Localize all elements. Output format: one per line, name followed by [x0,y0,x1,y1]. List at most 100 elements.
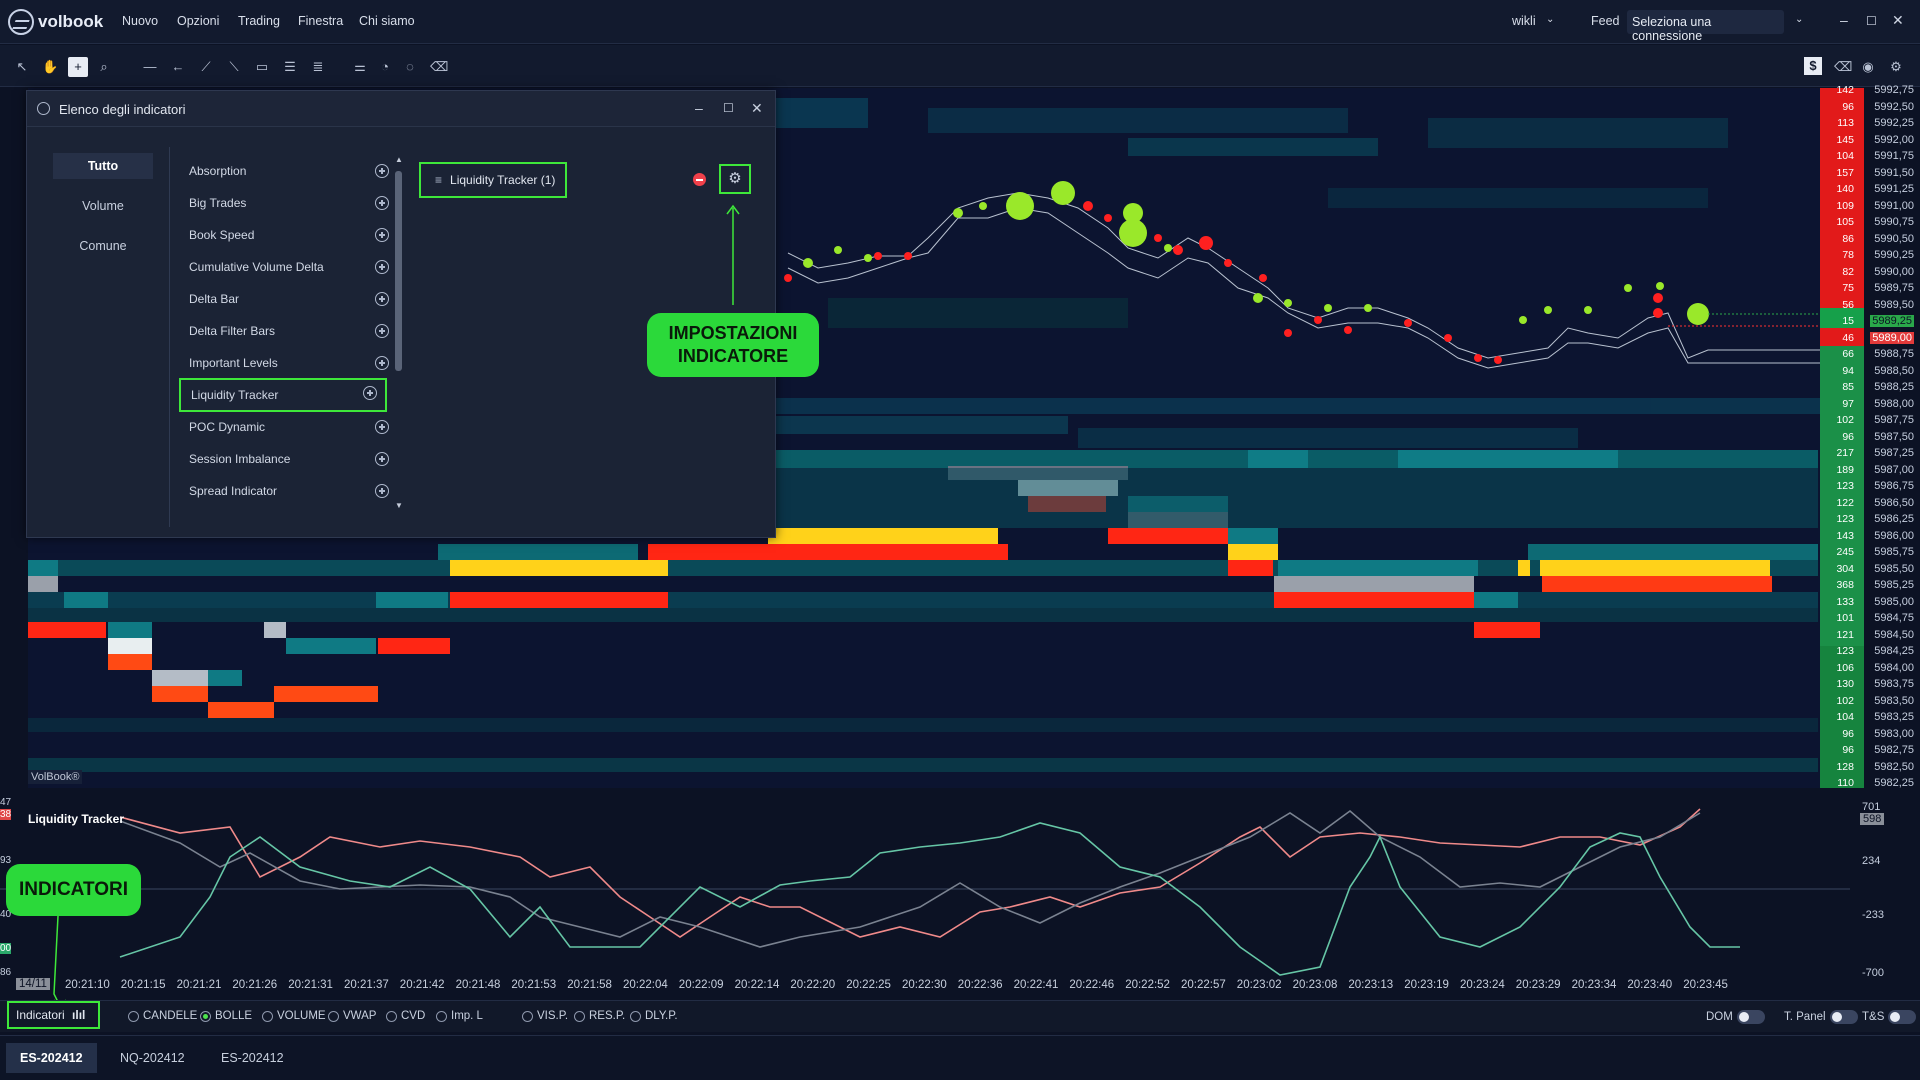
add-indicator-icon[interactable] [375,452,389,466]
minimize-icon[interactable]: – [1840,12,1848,28]
crosshair-icon[interactable]: + [68,57,88,77]
ruler-icon[interactable]: ⟍ [229,59,239,74]
indicator-item-absorption[interactable]: Absorption [179,158,397,184]
indicator-item-poc-dynamic[interactable]: POC Dynamic [179,414,397,440]
ts-toggle[interactable] [1888,1010,1917,1024]
option-vwap[interactable]: VWAP [328,1010,376,1022]
option-res-p-[interactable]: RES.P. [574,1010,625,1022]
radio-icon[interactable] [522,1010,533,1022]
horizontal-line-icon[interactable]: — [143,59,157,74]
radio-icon[interactable] [128,1010,139,1022]
add-indicator-icon[interactable] [375,196,389,210]
bubble-icon[interactable]: ◔ [381,59,389,74]
add-indicator-icon[interactable] [375,292,389,306]
add-indicator-icon[interactable] [375,484,389,498]
selected-indicator-row[interactable]: ≡ Liquidity Tracker (1) [419,162,567,198]
window-maximize-icon[interactable]: ☐ [723,101,734,115]
eraser-right-icon[interactable]: ⌫ [1834,59,1853,74]
radio-icon[interactable] [574,1010,585,1022]
indicator-item-delta-filter-bars[interactable]: Delta Filter Bars [179,318,397,344]
add-indicator-icon[interactable] [363,386,377,400]
option-dly-p-[interactable]: DLY.P. [630,1010,678,1022]
window-close-icon[interactable]: ✕ [751,100,763,116]
add-indicator-icon[interactable] [375,228,389,242]
drag-handle-icon[interactable]: ≡ [435,173,443,187]
settings-icon[interactable]: ⚙ [1890,59,1902,74]
tpanel-toggle-group[interactable]: T. Panel [1784,1010,1858,1024]
option-bolle[interactable]: BOLLE [200,1010,252,1022]
radio-icon[interactable] [328,1010,339,1022]
radio-icon[interactable] [200,1010,211,1022]
ts-toggle-group[interactable]: T&S [1862,1010,1917,1024]
option-imp-l[interactable]: Imp. L [436,1010,483,1022]
radio-icon[interactable] [262,1010,273,1022]
category-comune[interactable]: Comune [79,239,127,253]
dom-toggle[interactable] [1736,1010,1765,1024]
indicator-item-book-speed[interactable]: Book Speed [179,222,397,248]
comment-icon[interactable]: ◌ [406,59,414,74]
option-volume[interactable]: VOLUME [262,1010,326,1022]
record-icon[interactable]: ◉ [1862,59,1874,74]
zoom-icon[interactable]: ⌕ [100,59,108,74]
dollar-icon[interactable]: $ [1804,57,1822,75]
indicator-item-spread-indicator[interactable]: Spread Indicator [179,478,397,504]
pointer-icon[interactable]: ↖ [16,59,28,74]
indicators-button[interactable]: Indicatori ılıl [7,1001,100,1029]
maximize-icon[interactable]: ☐ [1866,14,1877,28]
sliders-icon[interactable]: ⚌ [354,59,366,74]
list-icon[interactable]: ☰ [284,59,296,74]
tpanel-toggle[interactable] [1829,1010,1858,1024]
menu-finestra[interactable]: Finestra [298,14,344,28]
indicator-item-big-trades[interactable]: Big Trades [179,190,397,216]
indicator-item-label: Absorption [189,164,247,178]
rectangle-icon[interactable]: ▭ [255,59,269,74]
add-indicator-icon[interactable] [375,164,389,178]
dom-toggle-group[interactable]: DOM [1706,1010,1765,1024]
radio-icon[interactable] [386,1010,397,1022]
option-vis-p-[interactable]: VIS.P. [522,1010,568,1022]
lines-icon[interactable]: ≣ [312,59,324,74]
scroll-down-icon[interactable]: ▼ [395,501,403,510]
option-cvd[interactable]: CVD [386,1010,425,1022]
indicator-item-important-levels[interactable]: Important Levels [179,350,397,376]
add-indicator-icon[interactable] [375,356,389,370]
category-tutto[interactable]: Tutto [53,153,153,179]
dom-size: 109 [1836,199,1854,212]
indicator-item-liquidity-tracker[interactable]: Liquidity Tracker [179,378,387,412]
radio-icon[interactable] [630,1010,641,1022]
option-candele[interactable]: CANDELE [128,1010,197,1022]
add-indicator-icon[interactable] [375,260,389,274]
dom-size: 142 [1836,84,1854,96]
add-indicator-icon[interactable] [375,324,389,338]
category-volume[interactable]: Volume [82,199,124,213]
trend-line-icon[interactable]: ⟋ [201,59,211,74]
radio-icon[interactable] [436,1010,447,1022]
eraser-icon[interactable]: ⌫ [430,59,449,74]
tab-nq-202412[interactable]: NQ-202412 [120,1051,185,1065]
menu-opzioni[interactable]: Opzioni [177,14,220,28]
menu-nuovo[interactable]: Nuovo [122,14,159,28]
add-indicator-icon[interactable] [375,420,389,434]
scroll-thumb[interactable] [395,171,402,371]
remove-indicator-icon[interactable] [693,173,706,186]
indicator-item-delta-bar[interactable]: Delta Bar [179,286,397,312]
tab-es-202412[interactable]: ES-202412 [6,1043,97,1073]
ray-icon[interactable]: ← [171,59,185,74]
indicator-settings-icon[interactable]: ⚙ [719,164,751,194]
menu-chi-siamo[interactable]: Chi siamo [359,14,415,28]
indicator-scrollbar[interactable]: ▲ ▼ [393,155,405,515]
indicator-item-cumulative-volume-delta[interactable]: Cumulative Volume Delta [179,254,397,280]
chevron-down-icon[interactable]: ⌄ [1546,14,1555,25]
indicator-item-session-imbalance[interactable]: Session Imbalance [179,446,397,472]
connection-select[interactable]: Seleziona una connessione [1627,10,1784,43]
close-icon[interactable]: ✕ [1892,12,1904,28]
hand-icon[interactable]: ✋ [42,59,59,74]
menu-trading[interactable]: Trading [238,14,280,28]
connection-chevron-icon[interactable]: ⌄ [1795,14,1804,25]
user-menu[interactable]: wikli [1512,14,1536,28]
window-minimize-icon[interactable]: – [695,100,703,116]
tab-es-202412-2[interactable]: ES-202412 [221,1051,284,1065]
indicator-list-window[interactable]: Elenco degli indicatori – ☐ ✕ Tutto Volu… [26,90,776,538]
window-titlebar[interactable]: Elenco degli indicatori – ☐ ✕ [27,91,775,127]
scroll-up-icon[interactable]: ▲ [395,155,403,164]
